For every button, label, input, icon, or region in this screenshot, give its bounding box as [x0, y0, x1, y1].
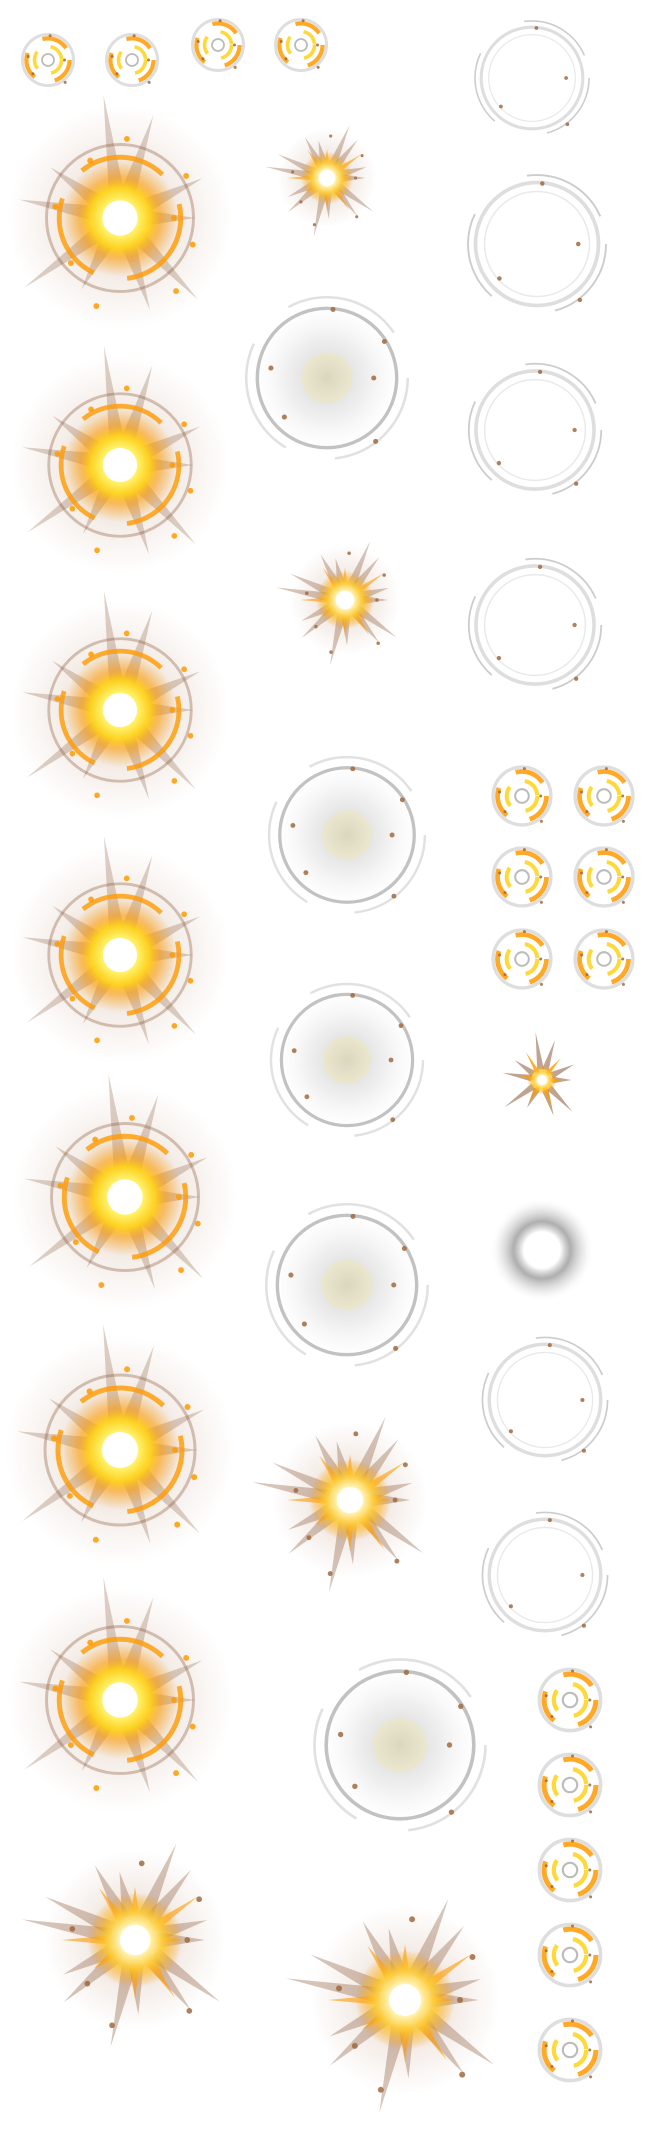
- swirl-ring-icon: [491, 928, 553, 990]
- glow-orb-icon: [7, 1577, 233, 1813]
- swirl-ring-icon: [537, 1837, 603, 1903]
- starburst-icon: [22, 1843, 226, 2047]
- faint-ring-icon: [481, 1511, 609, 1639]
- swirl-ring-icon: [537, 1667, 603, 1733]
- small-starburst-icon: [502, 1032, 575, 1116]
- swirl-ring-icon: [491, 765, 553, 827]
- swirl-ring-icon: [191, 18, 245, 72]
- starburst-icon: [286, 1898, 500, 2113]
- swirl-ring-icon: [537, 2017, 603, 2083]
- swirl-ring-icon: [573, 928, 635, 990]
- smoke-ring-icon: [267, 755, 427, 915]
- swirl-ring-icon: [105, 33, 159, 87]
- faint-ring-icon: [467, 557, 603, 693]
- soft-halo-icon: [490, 1198, 594, 1302]
- swirl-ring-icon: [537, 1922, 603, 1988]
- glow-orb-icon: [10, 345, 230, 575]
- glow-orb-icon: [12, 1074, 238, 1310]
- faint-ring-icon: [474, 20, 590, 136]
- glow-orb-icon: [7, 95, 233, 331]
- smoke-ring-icon: [264, 1202, 430, 1368]
- swirl-ring-icon: [274, 18, 328, 72]
- faint-ring-icon: [481, 1336, 609, 1464]
- smoke-ring-icon: [244, 295, 410, 461]
- starburst-icon: [276, 541, 401, 666]
- smoke-ring-icon: [269, 982, 425, 1138]
- swirl-ring-icon: [537, 1752, 603, 1818]
- smoke-ring-icon: [313, 1658, 487, 1832]
- starburst-icon: [252, 1416, 428, 1593]
- swirl-ring-icon: [573, 846, 635, 908]
- starburst-icon: [265, 125, 377, 237]
- faint-ring-icon: [467, 174, 607, 314]
- swirl-ring-icon: [491, 846, 553, 908]
- faint-ring-icon: [467, 362, 603, 498]
- swirl-ring-icon: [21, 33, 75, 87]
- glow-orb-icon: [5, 1324, 235, 1565]
- glow-orb-icon: [10, 835, 230, 1065]
- swirl-ring-icon: [573, 765, 635, 827]
- glow-orb-icon: [10, 590, 230, 820]
